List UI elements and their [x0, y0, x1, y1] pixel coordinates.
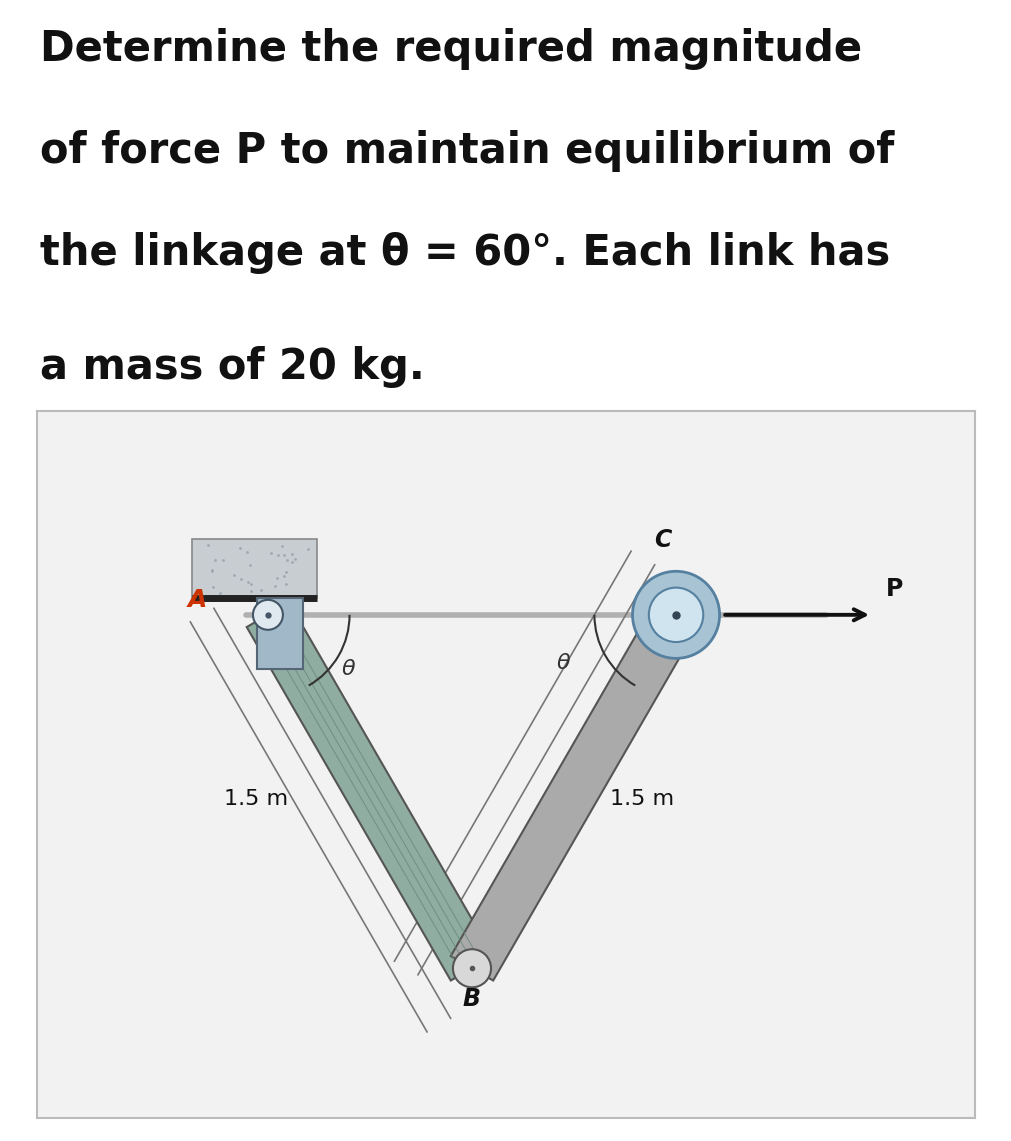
Text: a mass of 20 kg.: a mass of 20 kg.	[40, 347, 425, 388]
Text: C: C	[653, 528, 670, 552]
Text: Determine the required magnitude: Determine the required magnitude	[40, 27, 861, 70]
Text: 1.5 m: 1.5 m	[223, 790, 287, 809]
Polygon shape	[247, 602, 492, 980]
Text: the linkage at θ = 60°. Each link has: the linkage at θ = 60°. Each link has	[40, 233, 890, 274]
Circle shape	[632, 572, 719, 658]
Polygon shape	[257, 599, 303, 670]
Circle shape	[648, 588, 703, 642]
Text: of force P to maintain equilibrium of: of force P to maintain equilibrium of	[40, 130, 894, 172]
Polygon shape	[191, 539, 316, 599]
Text: P: P	[885, 577, 902, 601]
Text: 1.5 m: 1.5 m	[610, 790, 673, 809]
Text: B: B	[462, 987, 480, 1011]
Polygon shape	[450, 602, 697, 980]
Text: θ: θ	[341, 658, 355, 679]
Circle shape	[253, 600, 283, 630]
Text: A: A	[187, 588, 206, 612]
Circle shape	[453, 949, 490, 987]
Text: θ: θ	[556, 654, 569, 673]
